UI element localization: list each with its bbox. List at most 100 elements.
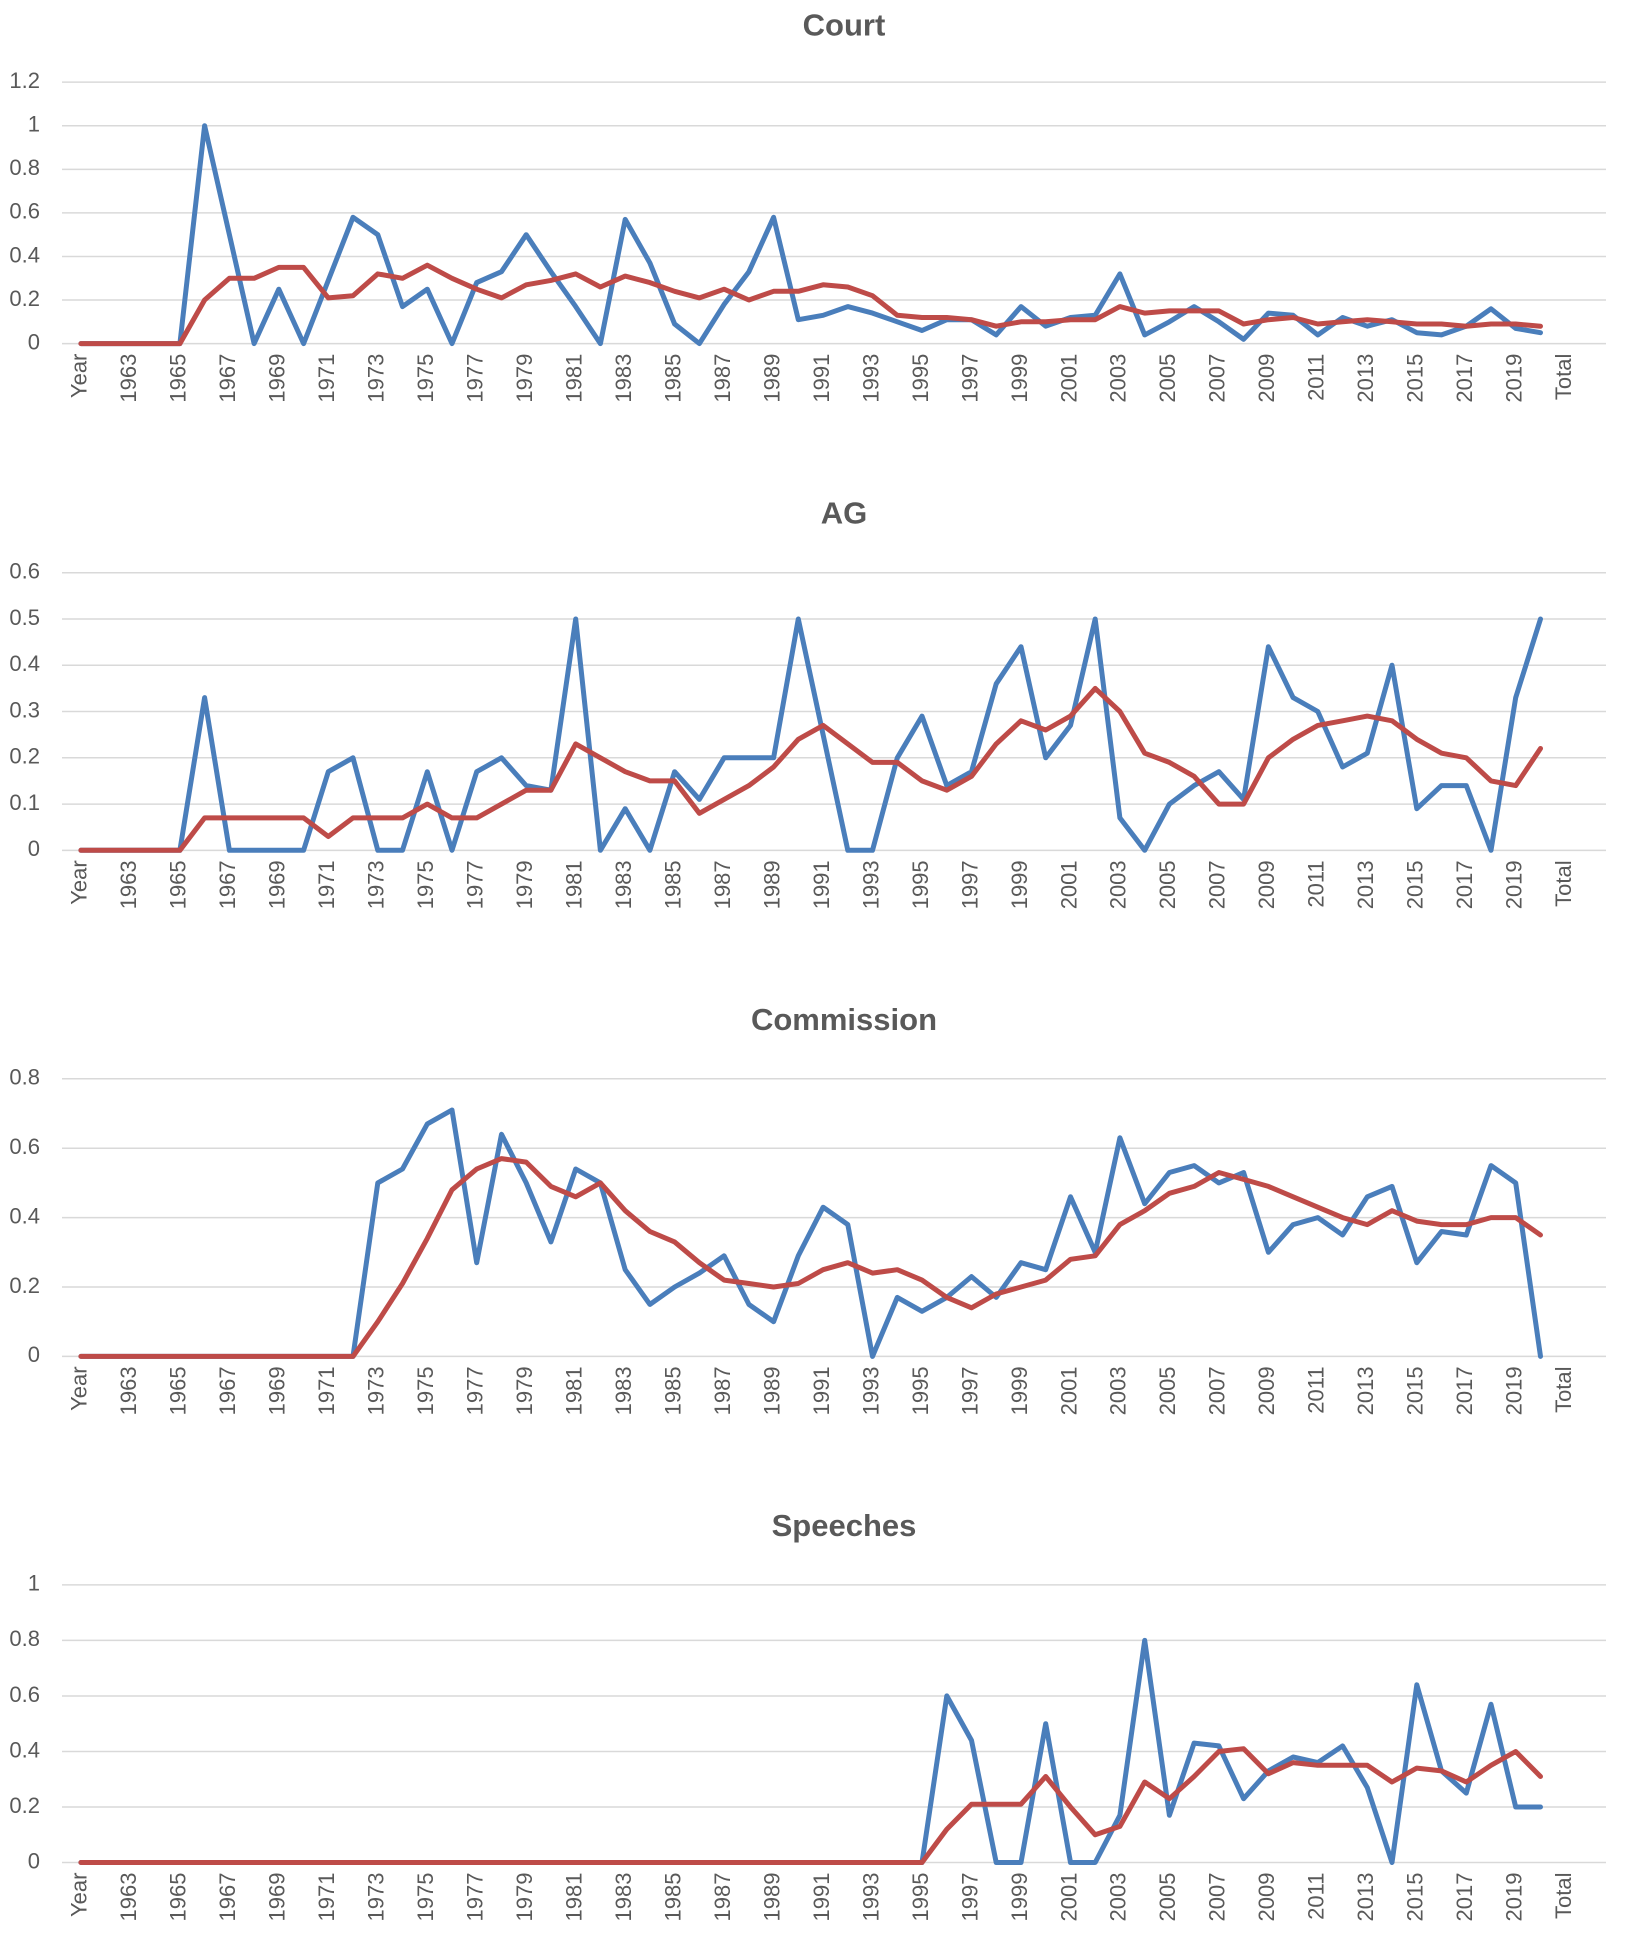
y-tick-label: 0.8 — [9, 1626, 40, 1651]
x-tick-label: 2003 — [1106, 1366, 1131, 1415]
y-tick-label: 0.6 — [9, 1134, 40, 1159]
x-tick-label: 2001 — [1056, 860, 1081, 909]
chart-title: Court — [803, 8, 886, 43]
x-tick-label: 1965 — [166, 354, 191, 403]
x-tick-label: 1973 — [364, 860, 389, 909]
x-tick-label: 2009 — [1254, 860, 1279, 909]
x-tick-label: 1973 — [364, 354, 389, 403]
x-tick-label: 1977 — [463, 860, 488, 909]
y-tick-label: 0.2 — [9, 1273, 40, 1298]
x-tick-label: 2017 — [1452, 1873, 1477, 1922]
x-tick-label: 1989 — [759, 354, 784, 403]
x-tick-label: 1981 — [562, 1366, 587, 1415]
y-tick-label: 0 — [28, 1848, 40, 1873]
chart-title: Commission — [751, 1002, 937, 1037]
x-tick-label: 2005 — [1155, 354, 1180, 403]
x-tick-label: 1971 — [314, 354, 339, 403]
x-tick-label: 1997 — [957, 860, 982, 909]
x-tick-label: 1965 — [166, 860, 191, 909]
x-tick-label: 2019 — [1502, 1873, 1527, 1922]
x-tick-label: 1999 — [1007, 860, 1032, 909]
x-tick-label: 1995 — [908, 354, 933, 403]
x-tick-label: 1995 — [908, 1873, 933, 1922]
x-tick-label: Year — [67, 1873, 92, 1917]
x-tick-label: 2009 — [1254, 1873, 1279, 1922]
x-tick-label: 1985 — [660, 354, 685, 403]
chart-title: Speeches — [772, 1508, 917, 1543]
x-tick-label: 1975 — [413, 354, 438, 403]
x-tick-label: 2019 — [1502, 860, 1527, 909]
x-tick-label: 1987 — [710, 354, 735, 403]
x-tick-label: 1993 — [858, 1366, 883, 1415]
x-tick-label: 2003 — [1106, 860, 1131, 909]
x-tick-label: 1977 — [463, 1366, 488, 1415]
x-tick-label: Year — [67, 354, 92, 398]
x-tick-label: 1995 — [908, 860, 933, 909]
y-tick-label: 1 — [28, 1571, 40, 1596]
x-tick-label: 2013 — [1353, 1366, 1378, 1415]
x-tick-label: 1991 — [809, 354, 834, 403]
x-tick-label: 1983 — [611, 1366, 636, 1415]
y-tick-label: 0.6 — [9, 559, 40, 584]
x-tick-label: 1987 — [710, 860, 735, 909]
x-tick-label: 1983 — [611, 860, 636, 909]
x-tick-label: 1969 — [265, 860, 290, 909]
x-tick-label: 1971 — [314, 860, 339, 909]
x-tick-label: 1985 — [660, 860, 685, 909]
y-tick-label: 0.2 — [9, 286, 40, 311]
x-tick-label: 2017 — [1452, 860, 1477, 909]
x-tick-label: 1999 — [1007, 354, 1032, 403]
x-tick-label: 1969 — [265, 1873, 290, 1922]
y-tick-label: 0.3 — [9, 697, 40, 722]
x-tick-label: 2011 — [1304, 1873, 1329, 1920]
x-tick-label: 1963 — [116, 1873, 141, 1922]
y-tick-label: 0.2 — [9, 1793, 40, 1818]
x-tick-label: 1977 — [463, 354, 488, 403]
x-tick-label: 1969 — [265, 1366, 290, 1415]
x-tick-label: 2007 — [1205, 1366, 1230, 1415]
x-tick-label: 1989 — [759, 1366, 784, 1415]
x-tick-label: 1963 — [116, 1366, 141, 1415]
x-tick-label: 1963 — [116, 860, 141, 909]
x-tick-label: 1981 — [562, 1873, 587, 1922]
x-tick-label: 1967 — [215, 1366, 240, 1415]
y-tick-label: 1.2 — [9, 68, 40, 93]
x-tick-label: Total — [1551, 354, 1576, 400]
y-tick-label: 0.2 — [9, 744, 40, 769]
x-tick-label: 2005 — [1155, 1873, 1180, 1922]
x-tick-label: 1979 — [512, 860, 537, 909]
x-tick-label: 1965 — [166, 1366, 191, 1415]
data-line — [78, 1107, 1543, 1359]
y-tick-label: 0.4 — [9, 651, 40, 676]
x-tick-label: 1993 — [858, 860, 883, 909]
x-tick-label: 2013 — [1353, 860, 1378, 909]
y-tick-label: 0.4 — [9, 1203, 40, 1228]
x-tick-label: 1973 — [364, 1366, 389, 1415]
x-tick-label: 2017 — [1452, 1366, 1477, 1415]
x-tick-label: 1987 — [710, 1366, 735, 1415]
x-tick-label: 2013 — [1353, 354, 1378, 403]
x-tick-label: 2005 — [1155, 1366, 1180, 1415]
x-tick-label: 2001 — [1056, 1366, 1081, 1415]
x-tick-label: 2015 — [1403, 860, 1428, 909]
x-tick-label: 1983 — [611, 1873, 636, 1922]
x-tick-label: 1967 — [215, 860, 240, 909]
x-tick-label: 1967 — [215, 1873, 240, 1922]
x-tick-label: 2007 — [1205, 354, 1230, 403]
x-tick-label: 2007 — [1205, 860, 1230, 909]
x-tick-label: 1979 — [512, 1873, 537, 1922]
x-tick-label: 1977 — [463, 1873, 488, 1922]
x-tick-label: 1969 — [265, 354, 290, 403]
x-tick-label: 2003 — [1106, 354, 1131, 403]
y-tick-label: 1 — [28, 112, 40, 137]
data-line — [78, 685, 1543, 853]
y-tick-label: 0.8 — [9, 155, 40, 180]
x-tick-label: Year — [67, 860, 92, 904]
y-tick-label: 0 — [28, 1342, 40, 1367]
x-tick-label: 1999 — [1007, 1366, 1032, 1415]
y-tick-label: 0.4 — [9, 242, 40, 267]
x-tick-label: Total — [1551, 860, 1576, 906]
y-tick-label: 0.4 — [9, 1737, 40, 1762]
x-tick-label: 1991 — [809, 860, 834, 909]
x-tick-label: 1991 — [809, 1873, 834, 1922]
